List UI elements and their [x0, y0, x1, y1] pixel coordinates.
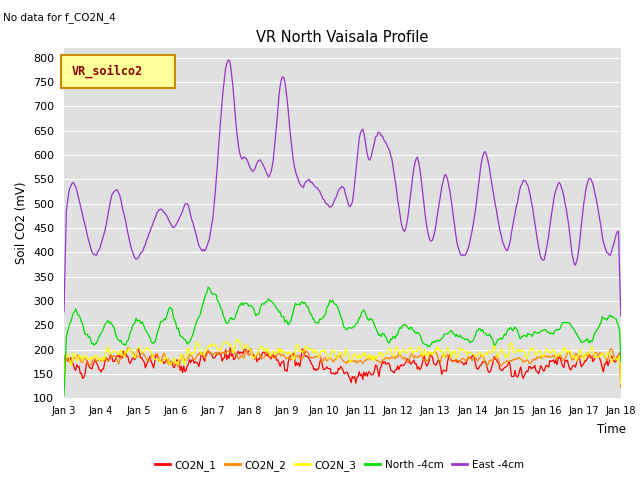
Text: VR_soilco2: VR_soilco2	[71, 65, 143, 78]
Legend: CO2N_1, CO2N_2, CO2N_3, North -4cm, East -4cm: CO2N_1, CO2N_2, CO2N_3, North -4cm, East…	[150, 456, 528, 475]
X-axis label: Time: Time	[597, 423, 627, 436]
Text: No data for f_CO2N_4: No data for f_CO2N_4	[3, 12, 116, 23]
Title: VR North Vaisala Profile: VR North Vaisala Profile	[256, 30, 429, 46]
FancyBboxPatch shape	[61, 55, 175, 88]
Y-axis label: Soil CO2 (mV): Soil CO2 (mV)	[15, 182, 28, 264]
